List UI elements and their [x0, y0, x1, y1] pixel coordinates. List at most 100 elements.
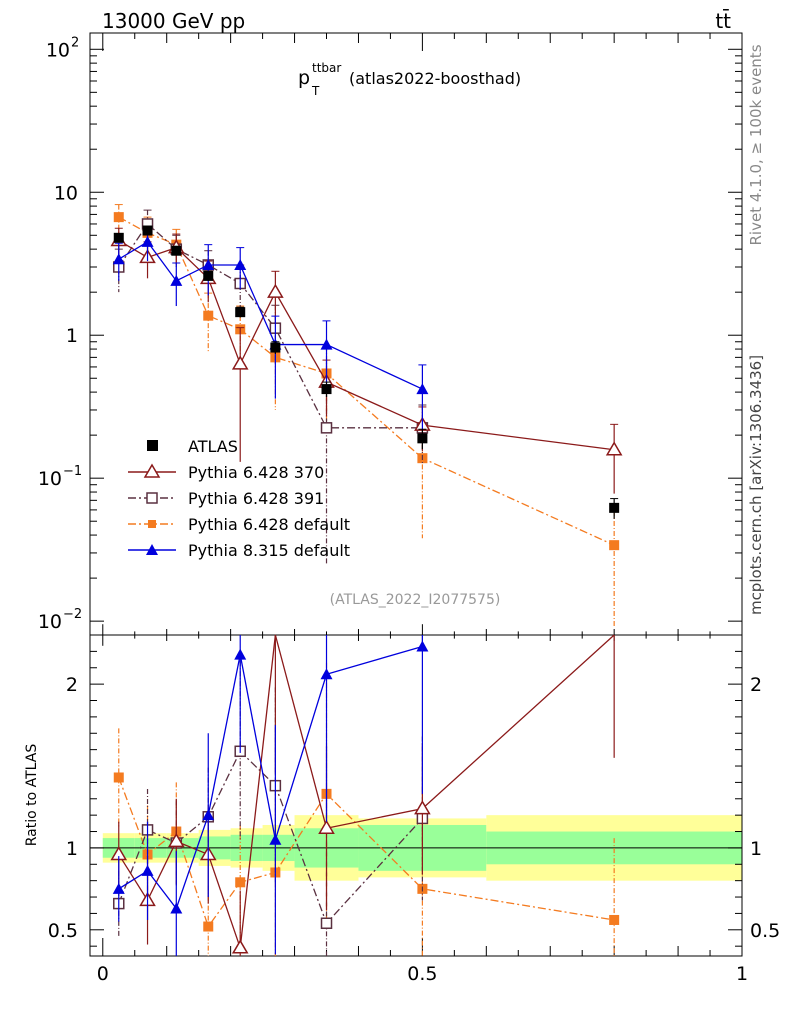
series-pythia-6-428-370-point [267, 283, 284, 298]
series-pythia-8-315-default-point [416, 383, 429, 395]
legend-entry-p370: Pythia 6.428 370 [128, 463, 324, 482]
ratio-uncertainty-bands [90, 815, 742, 881]
y-tick-exponent: −1 [63, 464, 82, 479]
series-pythia-8-315-default-ratio-point [141, 864, 154, 876]
series-pythia-8-315-default-line [118, 240, 423, 390]
rivet-label: Rivet 4.1.0, ≥ 100k events [747, 44, 765, 245]
mcplots-label: mcplots.cern.ch [arXiv:1306.3436] [747, 355, 765, 615]
y-tick-base: 10 [38, 468, 62, 490]
legend-marker-p8def [146, 544, 158, 555]
legend: ATLAS Pythia 6.428 370 Pythia 6.428 391 … [128, 437, 350, 560]
ratio-tick-label-right: 1 [750, 838, 762, 860]
process-label: tt̄ [715, 8, 731, 33]
analysis-id-label: (ATLAS_2022_I2077575) [330, 592, 501, 608]
main-series [110, 204, 623, 628]
series-pythia-6-428-default-main [113, 204, 620, 628]
legend-label-p391: Pythia 6.428 391 [188, 489, 324, 508]
series-pythia-8-315-default-ratio-point [170, 902, 183, 914]
ratio-tick-label-left: 2 [66, 674, 78, 696]
ratio-tick-label-left: 0.5 [48, 920, 78, 942]
series-pythia-8-315-default-point [320, 338, 333, 350]
series-pythia-6-428-default-ratio-point [203, 921, 214, 932]
series-pythia-8-315-default-point [234, 258, 247, 270]
series-pythia-8-315-default-ratio-point [320, 668, 333, 680]
series-pythia-8-315-default-point [141, 235, 154, 247]
y-tick-base: 10 [38, 611, 62, 633]
series-pythia-8-315-default-point [202, 258, 215, 270]
series-pythia-8-315-default-ratio-point [269, 833, 282, 845]
legend-entry-p391: Pythia 6.428 391 [128, 489, 324, 508]
legend-label-p6def: Pythia 6.428 default [188, 515, 350, 534]
series-atlas-point [321, 384, 332, 395]
y-tick-label: 10 [54, 182, 78, 204]
series-pythia-6-428-default-point [609, 540, 620, 551]
series-pythia-6-428-default-point [113, 212, 124, 223]
series-atlas-point [113, 232, 124, 243]
energy-label: 13000 GeV pp [102, 9, 245, 33]
series-pythia-6-428-370-ratio-point [231, 939, 249, 954]
series-pythia-8-315-default-ratio-point [202, 809, 215, 821]
title-p: p [298, 67, 310, 89]
series-pythia-6-428-370-ratio-point [167, 832, 185, 848]
series-pythia-8-315-default-point [170, 274, 183, 286]
series-pythia-6-428-391-ratio [113, 661, 429, 956]
ratio-axes: 0.5 0.5 1 1 2 2 [48, 650, 780, 947]
ratio-tick-label-left: 1 [66, 838, 78, 860]
y-tick-base: 10 [46, 39, 70, 61]
y-tick-label: 10 −2 [38, 607, 82, 633]
y-tick-label: 1 [66, 325, 78, 347]
y-tick-label: 10 −1 [38, 464, 82, 490]
legend-label-atlas: ATLAS [188, 437, 238, 456]
title-superscript: ttbar [312, 61, 341, 75]
series-pythia-8-315-default-ratio-line [118, 645, 423, 910]
y-tick-exponent: 2 [71, 35, 79, 50]
series-pythia-6-428-370-point [605, 441, 623, 456]
series-pythia-6-428-370-ratio-line [118, 634, 615, 949]
series-atlas-point [203, 270, 214, 281]
series-pythia-6-428-370-ratio-point [318, 819, 335, 835]
ratio-tick-label-right: 0.5 [750, 920, 780, 942]
series-pythia-6-428-370-ratio-point [414, 800, 431, 815]
series-atlas-point [142, 225, 153, 236]
series-pythia-8-315-default-ratio-point [416, 640, 429, 652]
y-tick-base: 10 [54, 182, 78, 204]
ratio-plot-frame [89, 634, 743, 957]
x-tick-label: 0.5 [407, 963, 437, 985]
series-pythia-6-428-370-point [231, 355, 249, 370]
series-pythia-6-428-default-ratio-point [113, 772, 124, 783]
series-pythia-8-315-default-ratio-point [112, 882, 125, 894]
plot-title: p ttbar T (atlas2022-boosthad) [298, 61, 521, 98]
series-pythia-6-428-391-line [118, 222, 423, 429]
series-atlas-point [417, 433, 428, 444]
x-tick-label: 0 [97, 963, 109, 985]
ratio-axis-label: Ratio to ATLAS [24, 744, 40, 847]
series-pythia-8-315-default-ratio [112, 635, 429, 956]
x-tick-label: 1 [736, 963, 748, 985]
series-atlas-point [171, 245, 182, 256]
series-pythia-8-315-default-main [112, 226, 429, 430]
legend-marker-p391 [146, 492, 158, 504]
legend-label-p8def: Pythia 8.315 default [188, 541, 350, 560]
y-tick-exponent: −2 [63, 607, 82, 622]
legend-marker-p6def [148, 520, 156, 528]
series-pythia-8-315-default-ratio-point [234, 648, 247, 660]
y-tick-label: 10 2 [46, 35, 79, 61]
series-pythia-6-428-default-point [203, 310, 214, 321]
legend-entry-p8def: Pythia 8.315 default [128, 541, 350, 560]
ratio-series [110, 634, 620, 956]
series-pythia-6-428-default-ratio [113, 662, 620, 956]
ratio-tick-label-right: 2 [750, 674, 762, 696]
series-atlas-point [235, 307, 246, 318]
legend-entry-atlas: ATLAS [147, 437, 238, 456]
series-pythia-8-315-default-point [112, 253, 125, 265]
title-analysis: (atlas2022-boosthad) [349, 69, 521, 88]
series-atlas-point [270, 342, 281, 353]
series-pythia-6-428-default-ratio-point [235, 877, 246, 888]
legend-label-p370: Pythia 6.428 370 [188, 463, 324, 482]
series-pythia-6-428-391-main [113, 209, 429, 565]
legend-entry-p6def: Pythia 6.428 default [128, 515, 350, 534]
series-pythia-6-428-391-ratio-point [320, 917, 333, 929]
title-subscript: T [311, 84, 320, 98]
